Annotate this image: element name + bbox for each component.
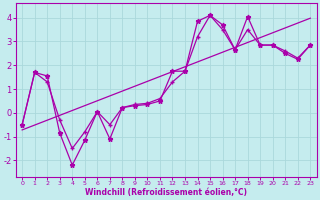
X-axis label: Windchill (Refroidissement éolien,°C): Windchill (Refroidissement éolien,°C) <box>85 188 247 197</box>
